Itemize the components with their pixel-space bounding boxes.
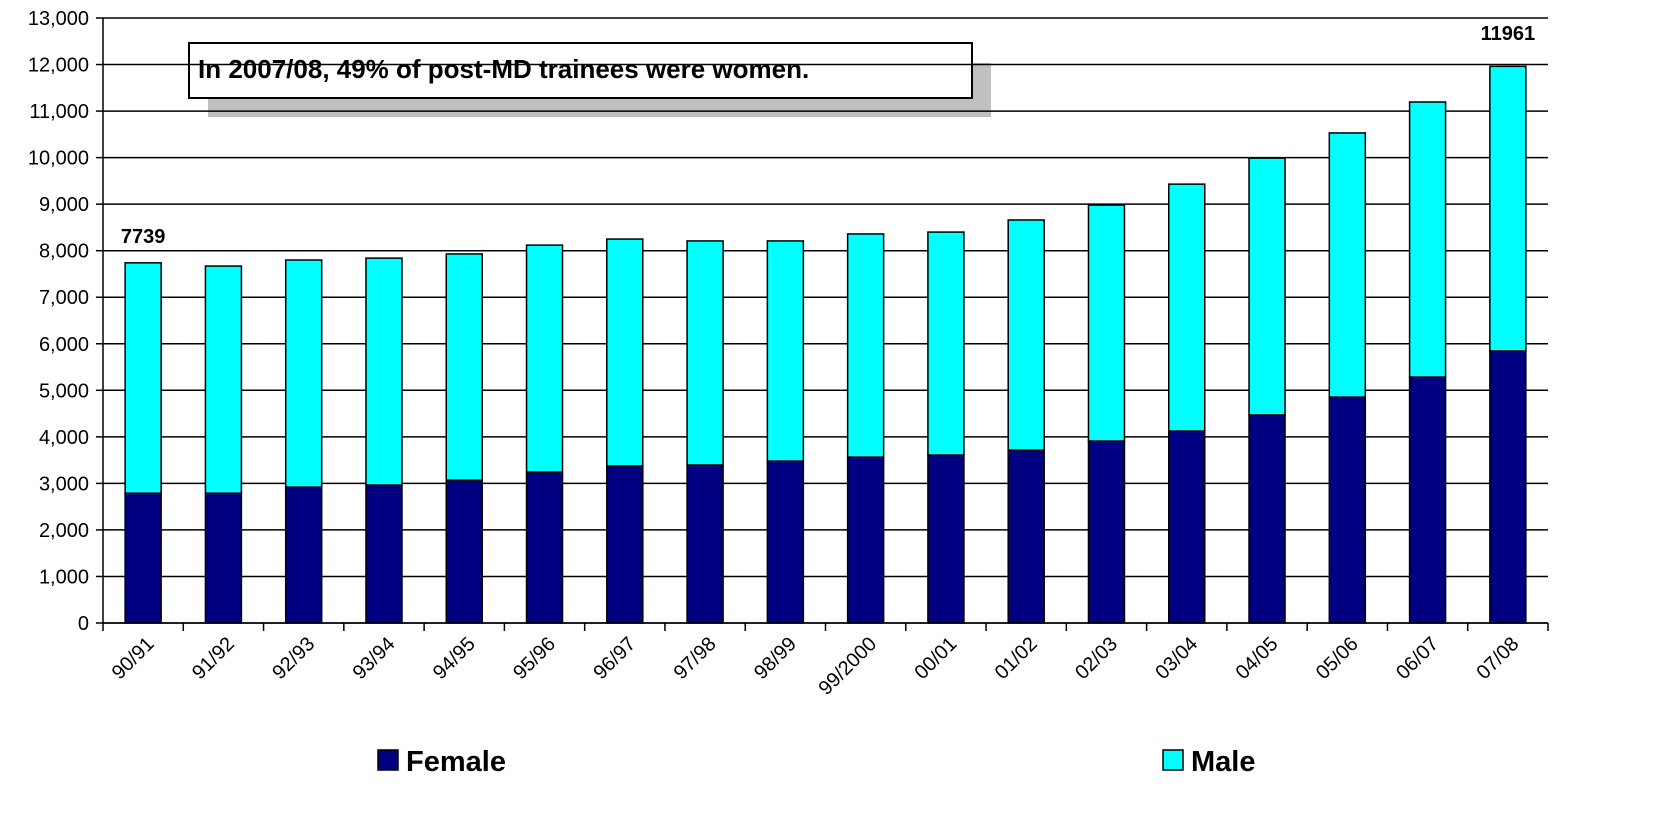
y-tick-label: 10,000 [28,148,89,170]
legend-swatch [377,749,399,771]
x-tick-label: 03/04 [1151,633,1202,684]
bar-segment [525,244,564,473]
y-tick-label: 2,000 [39,520,89,542]
x-tick-label: 07/08 [1472,633,1523,684]
x-tick-label: 96/97 [589,633,640,684]
x-tick-label: 02/03 [1071,633,1122,684]
y-tick-label: 6,000 [39,334,89,356]
bar-segment [927,231,965,456]
x-tick-label: 97/98 [670,633,721,684]
bar-segment [1248,157,1286,416]
x-tick-label: 90/91 [108,633,159,684]
legend-label: Female [406,746,506,778]
total-label: 7739 [121,226,166,248]
x-tick-label: 06/07 [1392,633,1443,684]
x-tick-label: 94/95 [429,633,480,684]
bar-segment [846,456,885,624]
bar-segment [606,465,644,624]
bar-segment [686,240,724,466]
x-tick-label: 91/92 [188,633,239,684]
bar-segment [766,460,805,624]
x-tick-label: 95/96 [509,633,560,684]
x-tick-label: 92/93 [268,633,319,684]
bar-segment [766,240,805,462]
bar-segment [1007,449,1045,624]
x-tick-label: 00/01 [910,633,961,684]
bar-segment [124,492,162,624]
y-tick-label: 5,000 [39,380,89,402]
y-tick-label: 13,000 [28,8,89,30]
bar-segment [1007,219,1045,451]
x-tick-label: 98/99 [750,633,801,684]
bar-segment [124,262,162,494]
bar-segment [365,484,403,624]
y-tick-label: 0 [78,613,89,635]
bar-segment [1328,396,1367,624]
bar-segment [1087,440,1126,624]
total-label: 11961 [1481,23,1536,45]
bar-segment [606,238,644,467]
annotation: In 2007/08, 49% of post-MD trainees were… [198,54,809,84]
bar-segment [846,233,885,458]
y-tick-label: 1,000 [39,566,89,588]
y-tick-label: 8,000 [39,241,89,263]
x-tick-label: 04/05 [1232,633,1283,684]
y-tick-label: 4,000 [39,427,89,449]
bar-segment [1328,132,1367,398]
y-tick-label: 3,000 [39,473,89,495]
bar-segment [1408,101,1447,378]
bar-segment [1248,414,1286,624]
bar-segment [365,257,403,486]
bar-segment [1087,204,1126,442]
x-tick-label: 05/06 [1312,633,1363,684]
bar-segment [927,454,965,624]
annotation-box [188,42,973,99]
x-tick-label: 99/2000 [814,633,881,700]
y-tick-label: 9,000 [39,194,89,216]
bar-segment [445,253,483,481]
bar-segment [686,464,724,624]
bar-segment [1489,350,1527,624]
y-tick-label: 11,000 [29,101,89,123]
x-tick-label: 01/02 [991,633,1042,684]
bar-segment [1489,65,1527,352]
bar-segment [284,486,323,624]
y-tick-label: 12,000 [28,55,89,77]
legend-label: Male [1191,746,1255,778]
grid [103,17,1548,624]
bar-segment [284,259,323,488]
bar-segment [204,265,243,494]
x-tick-label: 93/94 [349,633,400,684]
bar-segment [525,471,564,624]
legend-swatch [1162,749,1184,771]
bar-segment [1168,183,1206,432]
bar-segment [445,479,483,624]
bar-segment [204,492,243,624]
y-tick-label: 7,000 [39,287,89,309]
bar-segment [1168,430,1206,624]
bar-segment [1408,376,1447,624]
